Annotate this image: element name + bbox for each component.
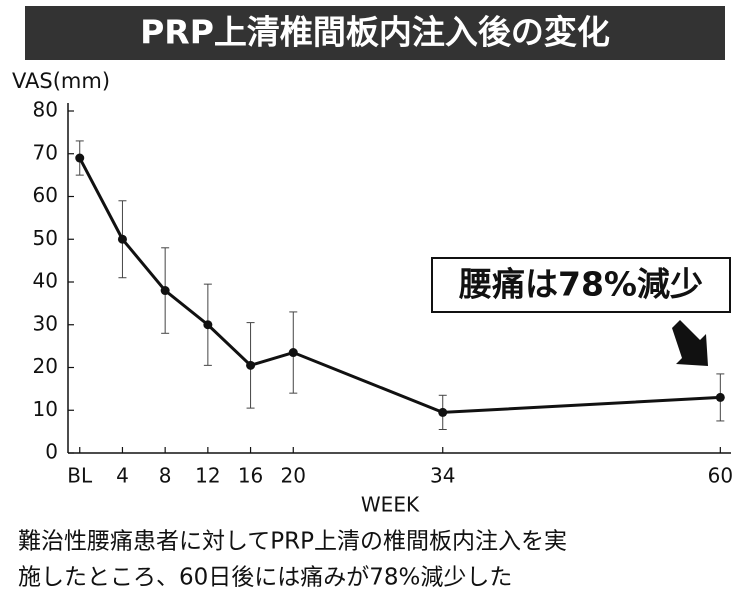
x-tick-label: 16 (238, 464, 263, 488)
data-point (160, 286, 170, 296)
x-tick-label: 8 (159, 464, 172, 488)
y-tick-label: 40 (33, 269, 58, 293)
y-tick-label: 20 (33, 354, 58, 378)
y-tick-label: 60 (33, 183, 58, 207)
data-point (438, 407, 448, 417)
title-banner (25, 6, 725, 60)
data-point (75, 153, 85, 163)
x-tick-label: 60 (708, 464, 733, 488)
data-point (203, 320, 213, 330)
y-tick-label: 70 (33, 140, 58, 164)
caption-line: 施したところ、60日後には痛みが78%減少した (18, 565, 512, 591)
y-tick-label: 50 (33, 226, 58, 250)
x-tick-label: 4 (116, 464, 129, 488)
annotation-box (431, 257, 731, 313)
y-tick-label: 10 (33, 397, 58, 421)
annotation-arrow (672, 320, 708, 366)
data-point (715, 392, 725, 402)
y-tick-label: 30 (33, 311, 58, 335)
x-tick-label: 20 (281, 464, 306, 488)
caption-line: 難治性腰痛患者に対してPRP上清の椎間板内注入を実 (18, 529, 567, 555)
data-point (288, 348, 298, 358)
x-tick-label: 34 (430, 464, 455, 488)
annotation: 腰痛は78%減少 (459, 265, 703, 304)
series-line (78, 157, 721, 414)
x-axis-label: WEEK (361, 493, 420, 517)
data-point (117, 234, 127, 244)
y-axis-label: VAS(mm) (12, 69, 110, 93)
chart-title: PRP上清椎間板内注入後の変化 (140, 13, 610, 52)
x-tick-label: BL (67, 464, 93, 488)
y-tick-label: 80 (33, 98, 58, 122)
y-tick-label: 0 (45, 440, 58, 464)
data-point (246, 360, 256, 370)
x-tick-label: 12 (195, 464, 220, 488)
